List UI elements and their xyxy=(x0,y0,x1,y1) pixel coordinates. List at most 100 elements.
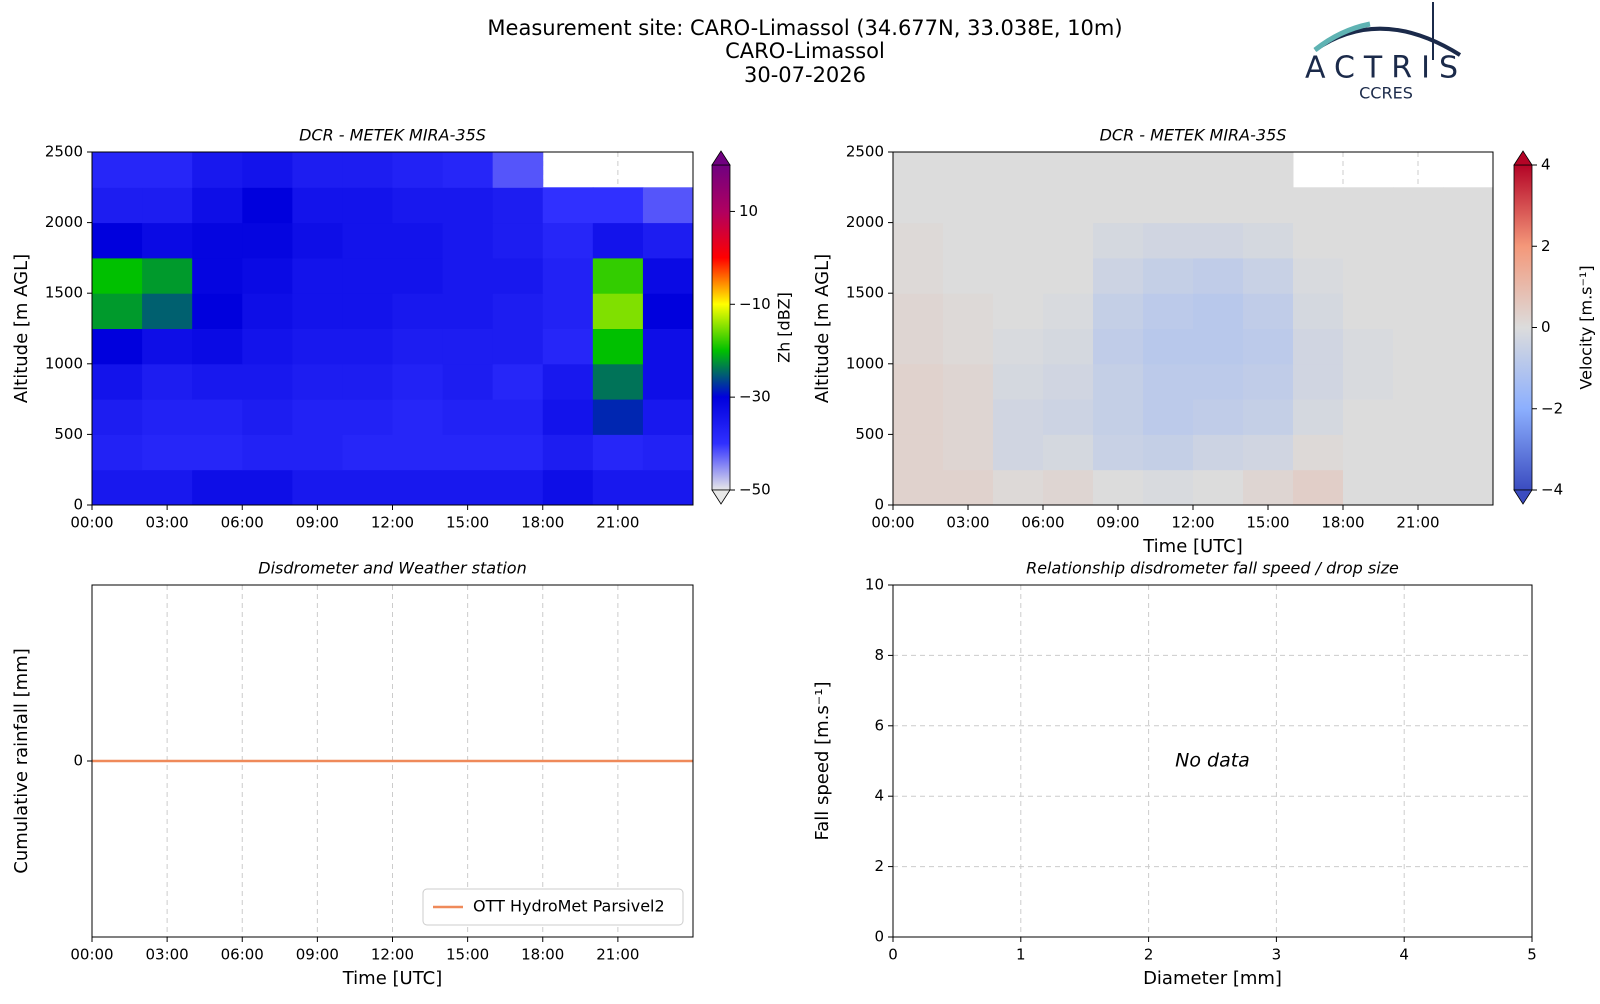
heatmap-cell xyxy=(943,257,994,294)
heatmap-cell xyxy=(893,328,944,365)
x-tick-label: 18:00 xyxy=(1321,514,1364,532)
x-tick-label: 06:00 xyxy=(221,514,264,532)
heatmap-cell xyxy=(492,293,544,329)
heatmap-cell xyxy=(1043,434,1094,471)
heatmap-cell xyxy=(1443,399,1494,435)
heatmap-cell xyxy=(292,293,343,329)
heatmap-cell xyxy=(993,363,1044,400)
heatmap-cell xyxy=(292,399,343,435)
x-tick-label: 09:00 xyxy=(296,946,339,964)
heatmap-cell xyxy=(592,363,644,400)
logo-arc xyxy=(1313,21,1371,52)
colorbar-tick-label: 10 xyxy=(739,202,758,220)
heatmap-cell xyxy=(142,328,193,365)
heatmap-cell xyxy=(92,293,143,329)
figure-title: CARO-Limassol xyxy=(725,39,885,63)
heatmap-cell xyxy=(142,187,193,224)
heatmap-cell xyxy=(392,363,444,400)
heatmap-cell xyxy=(342,363,393,400)
plot-title: DCR - METEK MIRA-35S xyxy=(1100,126,1287,145)
heatmap-cell xyxy=(492,363,544,400)
heatmap-cell xyxy=(642,434,694,471)
heatmap-cell xyxy=(342,222,393,259)
heatmap-cell xyxy=(442,469,494,506)
heatmap-cell xyxy=(1243,222,1294,259)
heatmap-cell xyxy=(1293,328,1344,365)
figure-title: 30-07-2026 xyxy=(744,63,866,87)
annotation: No data xyxy=(1175,750,1250,772)
plot-frame xyxy=(91,151,694,506)
heatmap-cell xyxy=(642,328,694,365)
colorbar-extend xyxy=(711,489,731,505)
heatmap-cell xyxy=(142,434,193,471)
x-tick-label: 12:00 xyxy=(1171,514,1214,532)
heatmap-cell xyxy=(1043,469,1094,506)
heatmap-cell xyxy=(92,399,143,435)
heatmap-cell xyxy=(1193,187,1244,224)
heatmap-cell xyxy=(943,399,994,435)
x-tick-label: 4 xyxy=(1399,946,1409,964)
colorbar-label: Velocity [m.s⁻¹] xyxy=(1577,265,1596,389)
heatmap-cell xyxy=(893,293,944,329)
heatmap-cell xyxy=(1443,328,1494,365)
heatmap-cell xyxy=(492,434,544,471)
heatmap-cell xyxy=(642,469,694,506)
heatmap-cell xyxy=(1043,328,1094,365)
heatmap-cell xyxy=(92,434,143,471)
heatmap-cell xyxy=(943,363,994,400)
colorbar-label: Zh [dBZ] xyxy=(775,292,794,363)
heatmap-cell xyxy=(1193,257,1244,294)
x-tick-label: 18:00 xyxy=(521,514,564,532)
heatmap-cell xyxy=(1093,399,1144,435)
heatmap-cell xyxy=(92,328,143,365)
heatmap-cell xyxy=(1293,469,1344,506)
y-tick-label: 2 xyxy=(874,857,884,875)
heatmap-cell xyxy=(92,152,143,188)
y-tick-label: 0 xyxy=(874,496,884,514)
colorbar-tick-label: 2 xyxy=(1541,237,1551,255)
heatmap-cell xyxy=(592,469,644,506)
colorbar-tick-label: −50 xyxy=(739,481,771,499)
x-axis-label: Time [UTC] xyxy=(342,968,443,989)
heatmap-cell xyxy=(893,222,944,259)
heatmap-cell xyxy=(192,293,243,329)
heatmap-cell xyxy=(592,187,644,224)
heatmap-cell xyxy=(442,399,494,435)
heatmap-cell xyxy=(1293,363,1344,400)
heatmap-cell xyxy=(1443,434,1494,471)
heatmap-cell xyxy=(1393,469,1444,506)
x-tick-label: 09:00 xyxy=(1096,514,1139,532)
colorbar-extend xyxy=(1513,150,1533,166)
heatmap-cell xyxy=(1143,469,1194,506)
heatmap-cell xyxy=(642,363,694,400)
heatmap-cell xyxy=(993,328,1044,365)
heatmap-cell xyxy=(292,257,343,294)
heatmap-cell xyxy=(943,328,994,365)
heatmap-cell xyxy=(242,399,293,435)
heatmap-cell xyxy=(1293,434,1344,471)
colorbar-tick-label: −4 xyxy=(1541,481,1563,499)
y-tick-label: 1000 xyxy=(45,354,83,372)
heatmap-cell xyxy=(242,222,293,259)
heatmap-cell xyxy=(1443,187,1494,224)
x-tick-label: 03:00 xyxy=(146,946,189,964)
heatmap-cell xyxy=(242,293,293,329)
heatmap-cell xyxy=(1043,399,1094,435)
heatmap-cell xyxy=(292,434,343,471)
heatmap-cell xyxy=(392,434,444,471)
y-axis-label: Cumulative rainfall [mm] xyxy=(11,648,32,874)
y-tick-label: 10 xyxy=(865,576,884,594)
heatmap-cell xyxy=(1043,363,1094,400)
heatmap-cell xyxy=(342,469,393,506)
heatmap-cell xyxy=(1193,152,1244,188)
heatmap-cell xyxy=(492,187,544,224)
colorbar-extend xyxy=(711,150,731,166)
heatmap-cell xyxy=(492,222,544,259)
heatmap-cell xyxy=(1093,152,1144,188)
heatmap-cell xyxy=(1243,257,1294,294)
heatmap-cell xyxy=(993,152,1044,188)
heatmap-cell xyxy=(993,257,1044,294)
x-tick-label: 2 xyxy=(1144,946,1154,964)
heatmap-cell xyxy=(342,187,393,224)
heatmap-cell xyxy=(1443,469,1494,506)
